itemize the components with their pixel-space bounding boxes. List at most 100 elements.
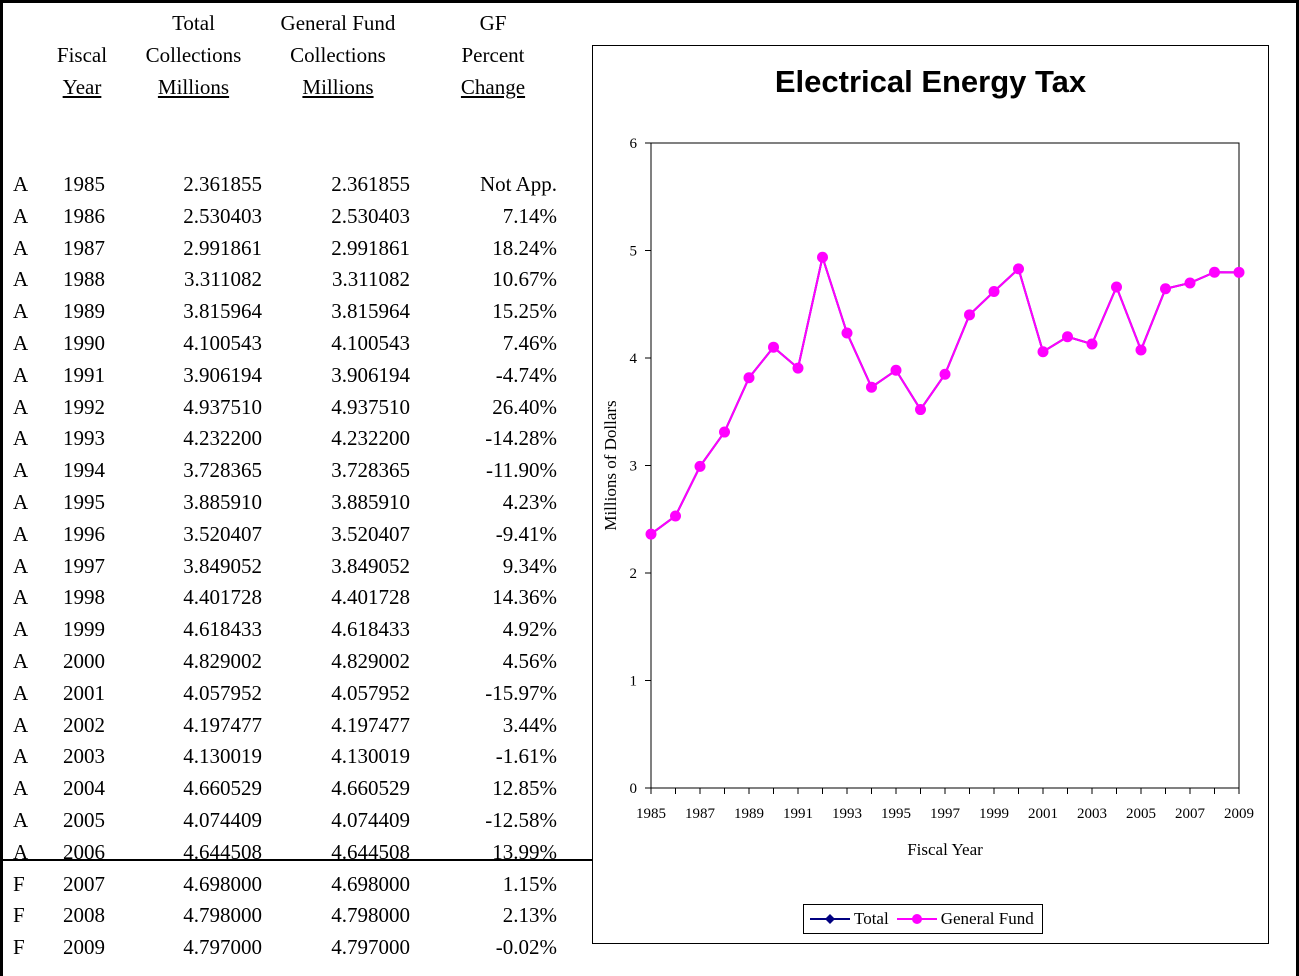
fiscal-year-cell: 1988 xyxy=(63,267,105,292)
header-line: Change xyxy=(460,75,526,99)
general-fund-cell: 4.829002 xyxy=(331,648,410,673)
data-status-flag: A xyxy=(13,521,29,546)
header-gf-percent-change: GF Percent Change xyxy=(443,7,543,103)
y-tick-label: 4 xyxy=(630,351,638,367)
x-tick-label: 1997 xyxy=(930,806,961,822)
data-status-flag: F xyxy=(13,903,25,928)
table-row: A 2002 4.197477 4.197477 3.44% xyxy=(3,710,593,742)
percent-change-cell: -9.41% xyxy=(495,521,557,546)
data-status-flag: A xyxy=(13,267,29,292)
table-row: F 2007 4.698000 4.698000 1.15% xyxy=(3,869,593,901)
percent-change-cell: 10.67% xyxy=(492,267,557,292)
total-collections-cell: 4.057952 xyxy=(183,680,262,705)
percent-change-cell: -12.58% xyxy=(485,807,557,832)
data-point xyxy=(719,426,730,438)
legend-item-general-fund: General Fund xyxy=(896,909,1034,929)
fiscal-year-cell: 1986 xyxy=(63,203,105,228)
header-line: Collections xyxy=(290,43,386,67)
table-row: A 1998 4.401728 4.401728 14.36% xyxy=(3,582,593,614)
header-line: Year xyxy=(62,75,102,99)
x-tick-label: 1987 xyxy=(685,806,716,822)
general-fund-cell: 4.100543 xyxy=(331,330,410,355)
table-row: A 1992 4.937510 4.937510 26.40% xyxy=(3,392,593,424)
total-collections-cell: 4.401728 xyxy=(183,585,262,610)
fiscal-year-cell: 1997 xyxy=(63,553,105,578)
data-point xyxy=(866,381,877,393)
data-point xyxy=(1062,331,1073,343)
x-axis-label: Fiscal Year xyxy=(907,840,983,859)
header-line: GF xyxy=(479,11,507,35)
y-tick-label: 5 xyxy=(630,244,638,260)
total-collections-cell: 4.130019 xyxy=(183,744,262,769)
general-fund-cell: 2.361855 xyxy=(331,172,410,196)
percent-change-cell: -11.90% xyxy=(486,458,557,483)
percent-change-cell: 14.36% xyxy=(492,585,557,610)
general-fund-cell: 3.815964 xyxy=(331,299,410,324)
general-fund-cell: 4.130019 xyxy=(331,744,410,769)
legend-label: Total xyxy=(854,909,889,928)
fiscal-year-cell: 2008 xyxy=(63,903,105,928)
data-point xyxy=(1037,346,1049,358)
table-row: A 2004 4.660529 4.660529 12.85% xyxy=(3,773,593,805)
general-fund-cell: 4.401728 xyxy=(331,585,410,610)
fiscal-year-cell: 1991 xyxy=(63,362,105,387)
table-row: A 2001 4.057952 4.057952 -15.97% xyxy=(3,678,593,710)
total-collections-cell: 4.100543 xyxy=(183,330,262,355)
percent-change-cell: -15.97% xyxy=(485,680,557,705)
general-fund-cell: 3.906194 xyxy=(331,362,410,387)
x-tick-label: 2003 xyxy=(1077,806,1107,822)
data-point xyxy=(1233,266,1245,278)
general-fund-cell: 3.311082 xyxy=(332,267,410,292)
fiscal-year-cell: 1993 xyxy=(63,426,105,451)
percent-change-cell: 3.44% xyxy=(502,712,557,737)
general-fund-cell: 4.937510 xyxy=(331,394,410,419)
data-status-flag: A xyxy=(13,712,29,737)
general-fund-cell: 4.618433 xyxy=(331,617,410,642)
x-tick-label: 2001 xyxy=(1028,806,1058,822)
fiscal-year-cell: 2006 xyxy=(63,839,105,864)
total-collections-cell: 3.728365 xyxy=(183,458,262,483)
header-line: Total xyxy=(172,11,215,35)
table-row: A 1999 4.618433 4.618433 4.92% xyxy=(3,614,593,646)
fiscal-year-cell: 2009 xyxy=(63,935,105,960)
data-status-flag: F xyxy=(13,871,25,896)
data-status-flag: A xyxy=(13,617,29,642)
percent-change-cell: 15.25% xyxy=(492,299,557,324)
total-collections-cell: 3.849052 xyxy=(183,553,262,578)
chart-legend: Total General Fund xyxy=(803,904,1043,934)
x-tick-label: 2005 xyxy=(1126,806,1156,822)
percent-change-cell: 12.85% xyxy=(492,776,557,801)
chart-title: Electrical Energy Tax xyxy=(774,64,1087,99)
legend-item-total: Total xyxy=(810,909,889,929)
data-point xyxy=(1184,277,1196,289)
general-fund-cell: 4.660529 xyxy=(331,776,410,801)
fiscal-year-cell: 1992 xyxy=(63,394,105,419)
header-line: Fiscal xyxy=(56,43,108,67)
general-fund-cell: 2.991861 xyxy=(331,235,410,260)
fiscal-year-cell: 1989 xyxy=(63,299,105,324)
header-fiscal-year: Fiscal Year xyxy=(47,39,117,103)
fiscal-year-cell: 1998 xyxy=(63,585,105,610)
total-collections-cell: 4.660529 xyxy=(183,776,262,801)
table-row: A 1995 3.885910 3.885910 4.23% xyxy=(3,487,593,519)
percent-change-cell: 7.46% xyxy=(502,330,557,355)
header-line: Millions xyxy=(157,75,230,99)
general-fund-cell: 4.057952 xyxy=(331,680,410,705)
data-status-flag: A xyxy=(13,235,29,260)
total-collections-cell: 2.991861 xyxy=(183,235,262,260)
table-row: F 2008 4.798000 4.798000 2.13% xyxy=(3,900,593,932)
percent-change-cell: 1.15% xyxy=(502,871,557,896)
data-status-flag: A xyxy=(13,807,29,832)
fiscal-year-cell: 2002 xyxy=(63,712,105,737)
table-row: A 1985 2.361855 2.361855 Not App. xyxy=(3,169,593,201)
table-row: A 1988 3.311082 3.311082 10.67% xyxy=(3,264,593,296)
data-point xyxy=(1135,344,1147,356)
data-point xyxy=(817,251,828,263)
data-status-flag: A xyxy=(13,426,29,451)
data-status-flag: A xyxy=(13,585,29,610)
data-status-flag: F xyxy=(13,935,25,960)
total-collections-cell: 3.885910 xyxy=(183,489,262,514)
table-row: A 1987 2.991861 2.991861 18.24% xyxy=(3,233,593,265)
data-status-flag: A xyxy=(13,394,29,419)
data-point xyxy=(890,364,902,376)
